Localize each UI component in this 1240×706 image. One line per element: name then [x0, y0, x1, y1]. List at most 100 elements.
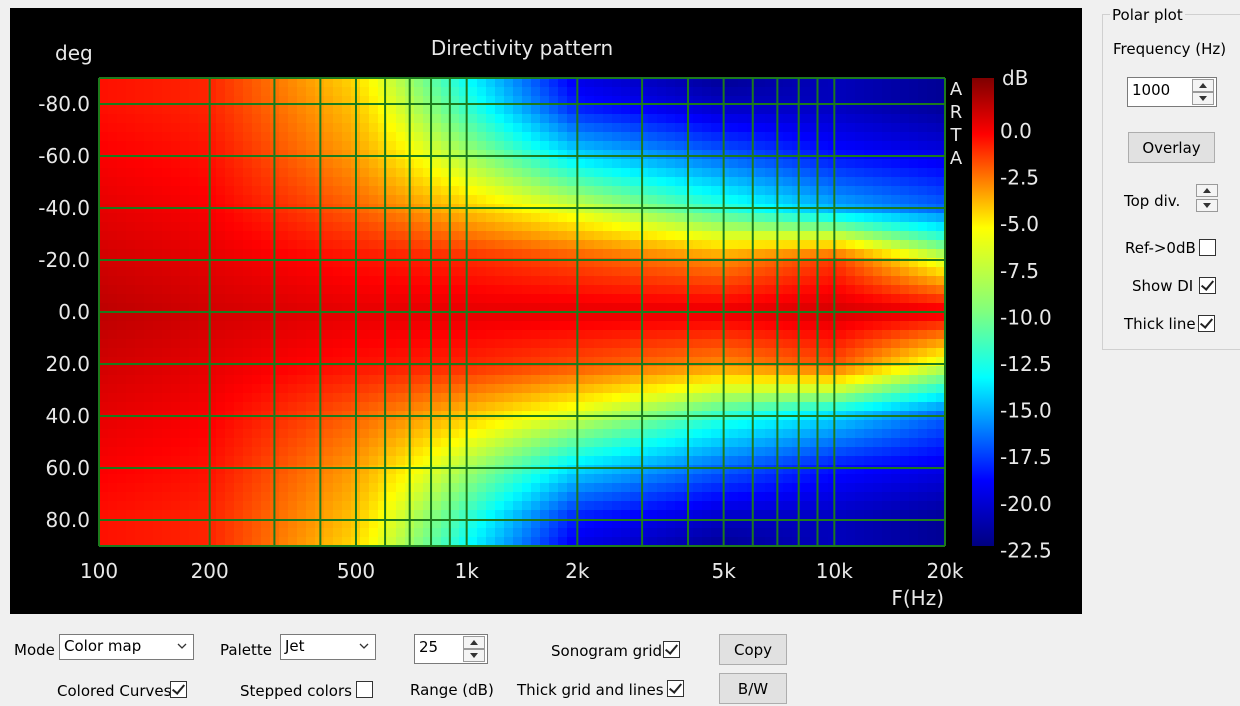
heatmap-cell: [126, 303, 136, 313]
top-div-up-arrow-icon[interactable]: [1196, 184, 1218, 197]
heatmap-cell: [486, 474, 496, 484]
stepped-colors-checkbox[interactable]: [356, 681, 373, 698]
heatmap-cell: [783, 276, 793, 286]
copy-button[interactable]: Copy: [719, 634, 787, 665]
heatmap-cell: [513, 402, 523, 412]
heatmap-cell: [459, 258, 469, 268]
heatmap-cell: [189, 96, 199, 106]
heatmap-cell: [216, 168, 226, 178]
heatmap-cell: [126, 366, 136, 376]
range-down-arrow-icon[interactable]: [463, 649, 485, 662]
heatmap-cell: [180, 312, 190, 322]
palette-select[interactable]: Jet: [280, 634, 376, 660]
heatmap-cell: [882, 186, 892, 196]
heatmap-cell: [702, 222, 712, 232]
heatmap-cell: [612, 492, 622, 502]
thick-grid-checkbox[interactable]: [667, 680, 684, 697]
heatmap-cell: [837, 276, 847, 286]
thick-line-checkbox[interactable]: [1198, 315, 1215, 332]
heatmap-cell: [540, 465, 550, 475]
heatmap-cell: [450, 114, 460, 124]
top-div-down-arrow-icon[interactable]: [1196, 199, 1218, 212]
heatmap-cell: [621, 195, 631, 205]
heatmap-cell: [837, 402, 847, 412]
heatmap-cell: [459, 159, 469, 169]
heatmap-cell: [288, 321, 298, 331]
heatmap-cell: [918, 78, 928, 88]
bw-button[interactable]: B/W: [719, 673, 787, 704]
heatmap-cell: [441, 123, 451, 133]
ref-0db-checkbox[interactable]: [1199, 239, 1216, 256]
heatmap-cell: [423, 213, 433, 223]
heatmap-cell: [180, 249, 190, 259]
heatmap-cell: [108, 78, 118, 88]
heatmap-cell: [828, 249, 838, 259]
heatmap-cell: [288, 114, 298, 124]
heatmap-cell: [225, 195, 235, 205]
heatmap-cell: [774, 393, 784, 403]
heatmap-cell: [189, 258, 199, 268]
heatmap-cell: [711, 384, 721, 394]
heatmap-cell: [441, 312, 451, 322]
heatmap-cell: [756, 303, 766, 313]
heatmap-cell: [639, 150, 649, 160]
heatmap-cell: [198, 213, 208, 223]
heatmap-cell: [873, 114, 883, 124]
heatmap-cell: [837, 501, 847, 511]
heatmap-cell: [450, 393, 460, 403]
heatmap-cell: [306, 312, 316, 322]
heatmap-cell: [189, 294, 199, 304]
heatmap-cell: [801, 312, 811, 322]
heatmap-cell: [387, 456, 397, 466]
heatmap-cell: [288, 393, 298, 403]
heatmap-cell: [882, 312, 892, 322]
heatmap-cell: [567, 231, 577, 241]
heatmap-cell: [198, 465, 208, 475]
heatmap-cell: [675, 195, 685, 205]
heatmap-cell: [540, 123, 550, 133]
heatmap-cell: [828, 465, 838, 475]
heatmap-cell: [621, 213, 631, 223]
heatmap-cell: [189, 501, 199, 511]
heatmap-cell: [774, 78, 784, 88]
heatmap-cell: [855, 519, 865, 529]
heatmap-cell: [837, 177, 847, 187]
colored-curves-checkbox[interactable]: [170, 681, 187, 698]
range-up-arrow-icon[interactable]: [463, 636, 485, 649]
heatmap-cell: [297, 393, 307, 403]
heatmap-cell: [639, 276, 649, 286]
heatmap-cell: [459, 87, 469, 97]
heatmap-cell: [513, 87, 523, 97]
heatmap-cell: [495, 519, 505, 529]
heatmap-cell: [126, 240, 136, 250]
heatmap-cell: [495, 258, 505, 268]
heatmap-cell: [531, 357, 541, 367]
heatmap-cell: [729, 96, 739, 106]
heatmap-cell: [648, 402, 658, 412]
overlay-button[interactable]: Overlay: [1128, 132, 1215, 163]
heatmap-cell: [864, 384, 874, 394]
frequency-down-arrow-icon[interactable]: [1192, 92, 1214, 105]
heatmap-cell: [468, 375, 478, 385]
heatmap-cell: [864, 177, 874, 187]
heatmap-cell: [630, 96, 640, 106]
heatmap-cell: [279, 195, 289, 205]
heatmap-cell: [513, 240, 523, 250]
sonogram-grid-checkbox[interactable]: [663, 641, 680, 658]
heatmap-cell: [225, 474, 235, 484]
heatmap-cell: [738, 492, 748, 502]
heatmap-cell: [774, 339, 784, 349]
frequency-up-arrow-icon[interactable]: [1192, 79, 1214, 92]
heatmap-cell: [855, 429, 865, 439]
mode-select[interactable]: Color map: [59, 634, 194, 660]
heatmap-cell: [441, 78, 451, 88]
heatmap-cell: [396, 213, 406, 223]
heatmap-cell: [144, 537, 154, 546]
heatmap-cell: [585, 186, 595, 196]
heatmap-cell: [657, 510, 667, 520]
frequency-spinbox[interactable]: 1000: [1127, 77, 1217, 107]
range-spinbox[interactable]: 25: [414, 634, 488, 664]
show-di-checkbox[interactable]: [1199, 277, 1216, 294]
heatmap-cell: [756, 474, 766, 484]
heatmap-cell: [810, 357, 820, 367]
